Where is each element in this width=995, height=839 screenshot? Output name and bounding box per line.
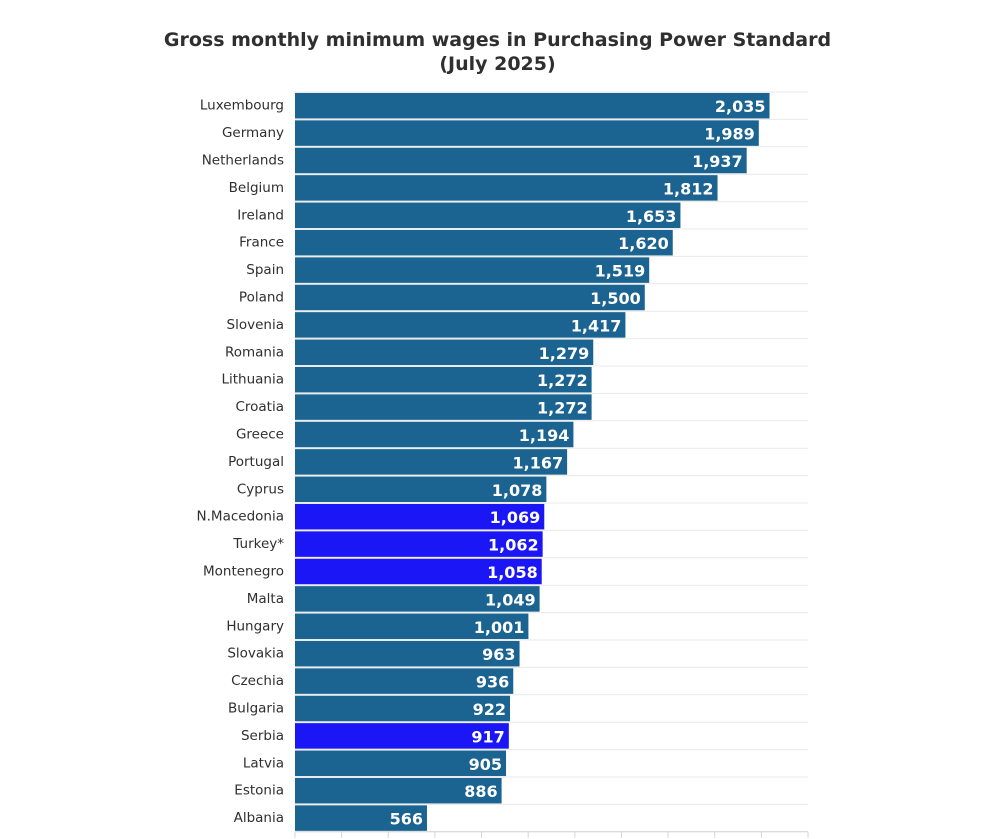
category-label-serbia: Serbia [241,728,284,744]
category-label-spain: Spain [246,262,284,278]
category-label-n-macedonia: N.Macedonia [197,509,284,525]
bar-montenegro [295,558,542,585]
chart-subtitle: (July 2025) [439,53,556,75]
value-label-malta: 1,049 [485,590,536,609]
value-label-cyprus: 1,078 [492,481,543,500]
value-label-montenegro: 1,058 [487,563,538,582]
category-label-czechia: Czechia [231,673,284,689]
bar-ireland [295,202,681,229]
value-label-albania: 566 [390,810,423,829]
category-label-lithuania: Lithuania [221,372,284,388]
value-label-croatia: 1,272 [537,399,588,418]
value-label-serbia: 917 [471,727,504,746]
bar-bulgaria [295,695,510,722]
category-label-belgium: Belgium [229,180,284,196]
category-label-slovakia: Slovakia [227,646,284,662]
value-label-romania: 1,279 [539,344,590,363]
value-label-luxembourg: 2,035 [715,97,766,116]
category-label-romania: Romania [225,344,284,360]
category-label-slovenia: Slovenia [227,317,284,333]
category-label-cyprus: Cyprus [237,481,284,497]
gridlines [294,91,809,838]
bar-slovakia [295,640,520,667]
value-label-portugal: 1,167 [513,453,564,472]
value-label-spain: 1,519 [595,262,646,281]
category-label-portugal: Portugal [228,454,284,470]
bar-netherlands [295,147,747,174]
bar-n-macedonia [295,503,545,530]
chart-title: Gross monthly minimum wages in Purchasin… [163,29,832,51]
value-label-ireland: 1,653 [626,207,677,226]
bar-turkey [295,531,543,557]
bar-germany [295,120,759,146]
value-label-bulgaria: 922 [473,700,506,719]
value-label-czechia: 936 [476,673,509,692]
bar-luxembourg [295,92,770,119]
category-label-hungary: Hungary [226,618,284,634]
value-label-hungary: 1,001 [474,618,525,637]
bar-france [295,229,673,256]
bar-malta [295,586,540,612]
bar-lithuania [295,366,592,393]
category-label-poland: Poland [239,290,284,306]
value-labels: 2,035 1,989 1,937 1,812 1,653 1,620 1,519 1,500… [390,97,766,828]
value-label-belgium: 1,812 [663,179,714,198]
category-label-bulgaria: Bulgaria [228,701,284,717]
bar-estonia [295,777,502,804]
category-label-luxembourg: Luxembourg [200,98,284,114]
category-label-latvia: Latvia [243,755,284,771]
value-label-slovenia: 1,417 [571,316,622,335]
bars [295,92,770,831]
value-label-latvia: 905 [469,755,502,774]
value-label-france: 1,620 [618,234,669,253]
bar-slovenia [295,312,626,338]
bar-serbia [295,723,509,749]
bar-poland [295,284,645,311]
category-label-france: France [239,235,284,251]
bar-greece [295,421,574,448]
value-label-estonia: 886 [464,782,497,801]
category-label-malta: Malta [247,591,284,607]
value-label-poland: 1,500 [590,289,641,308]
value-label-turkey: 1,062 [488,536,539,555]
category-label-turkey: Turkey* [232,536,284,552]
bar-portugal [295,449,568,475]
category-label-netherlands: Netherlands [202,153,284,169]
category-label-ireland: Ireland [237,207,284,223]
category-label-greece: Greece [236,427,284,443]
value-label-greece: 1,194 [519,426,570,445]
category-label-estonia: Estonia [234,783,284,799]
bar-croatia [295,394,592,420]
value-label-netherlands: 1,937 [692,152,743,171]
bar-hungary [295,613,529,640]
bar-cyprus [295,476,547,503]
value-label-germany: 1,989 [704,125,755,144]
category-label-croatia: Croatia [235,399,284,415]
bar-belgium [295,175,718,201]
value-label-slovakia: 963 [482,645,515,664]
category-label-albania: Albania [234,810,284,826]
value-label-n-macedonia: 1,069 [490,508,541,527]
value-label-lithuania: 1,272 [537,371,588,390]
category-label-germany: Germany [222,125,284,141]
category-label-montenegro: Montenegro [203,564,284,580]
bar-albania [295,805,427,831]
bar-romania [295,339,594,366]
bar-latvia [295,750,507,777]
bar-czechia [295,668,514,694]
category-labels: Luxembourg Germany Netherlands Belgium Irela… [197,98,285,826]
bar-spain [295,257,650,283]
